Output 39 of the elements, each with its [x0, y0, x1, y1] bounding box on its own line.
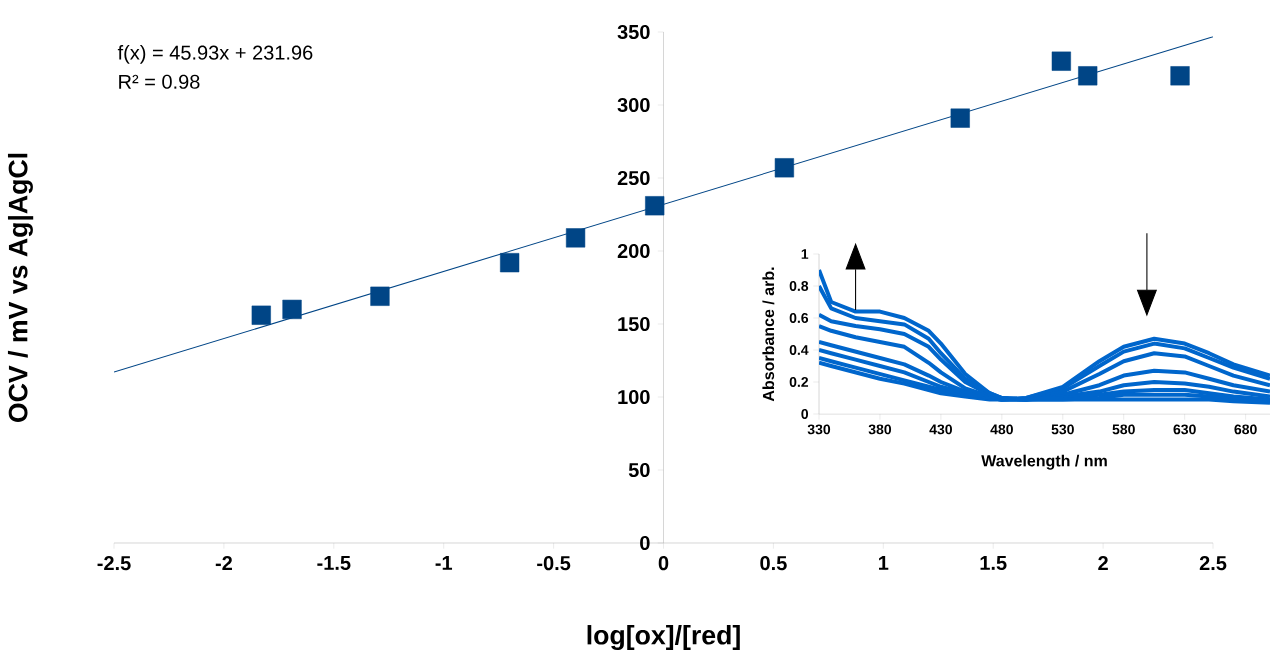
y-tick-label: 0.6 [789, 313, 809, 323]
y-tick-label: 300 [617, 97, 650, 113]
x-tick-label: -1 [435, 556, 453, 570]
x-axis-title: log[ox]/[red] [587, 625, 740, 651]
x-tick-label: 1.5 [980, 556, 1007, 571]
y-tick-label: 350 [617, 24, 650, 40]
x-tick-label: 1 [879, 556, 889, 570]
x-tick-label: 530 [1051, 424, 1074, 435]
x-tick-label: 0 [658, 556, 669, 571]
x-tick-label: 480 [990, 424, 1013, 435]
x-tick-label: 430 [929, 424, 952, 435]
x-tick-label: -0.5 [537, 556, 571, 571]
x-tick-label: 2 [1098, 556, 1108, 571]
x-tick-label: 580 [1112, 424, 1135, 435]
y-tick-label: 0.2 [789, 377, 809, 387]
y-tick-label: 0.4 [789, 345, 809, 355]
annotation: R² = 0.98 [119, 74, 200, 89]
y-tick-label: 0 [640, 535, 650, 551]
y-tick-label: 0.8 [789, 281, 809, 291]
annotation: f(x) = 45.93x + 231.96 [117, 45, 313, 64]
y-tick-label: 200 [617, 243, 650, 259]
x-tick-label: 2.5 [1199, 556, 1227, 571]
y-axis-title: Absorbance / arb. [762, 267, 775, 402]
x-tick-label: 0.5 [760, 556, 787, 571]
x-tick-label: 680 [1234, 424, 1257, 435]
x-tick-label: 630 [1173, 424, 1196, 435]
y-axis-title: OCV / mV vs Ag|AgCl [7, 153, 34, 423]
y-tick-label: 50 [628, 462, 650, 478]
y-tick-label: 100 [618, 389, 650, 405]
x-tick-label: -2.5 [97, 556, 131, 571]
x-axis-title: Wavelength / nm [981, 454, 1107, 470]
y-tick-label: 0 [801, 409, 809, 419]
y-tick-label: 250 [617, 170, 650, 186]
x-tick-label: -2 [215, 556, 232, 571]
y-tick-label: 150 [618, 316, 650, 332]
x-tick-label: 380 [868, 424, 892, 435]
y-tick-label: 1 [801, 249, 809, 259]
x-tick-label: 330 [807, 424, 831, 435]
x-tick-label: -1.5 [317, 556, 351, 571]
